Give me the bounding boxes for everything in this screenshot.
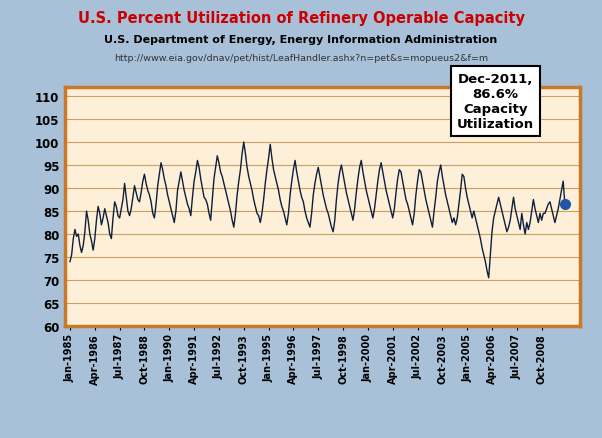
Text: http://www.eia.gov/dnav/pet/hist/LeafHandler.ashx?n=pet&s=mopueus2&f=m: http://www.eia.gov/dnav/pet/hist/LeafHan… [114, 53, 488, 63]
Text: U.S. Percent Utilization of Refinery Operable Capacity: U.S. Percent Utilization of Refinery Ope… [78, 11, 524, 26]
Text: U.S. Department of Energy, Energy Information Administration: U.S. Department of Energy, Energy Inform… [104, 35, 498, 45]
Text: Dec-2011,
86.6%
Capacity
Utilization: Dec-2011, 86.6% Capacity Utilization [457, 73, 534, 131]
